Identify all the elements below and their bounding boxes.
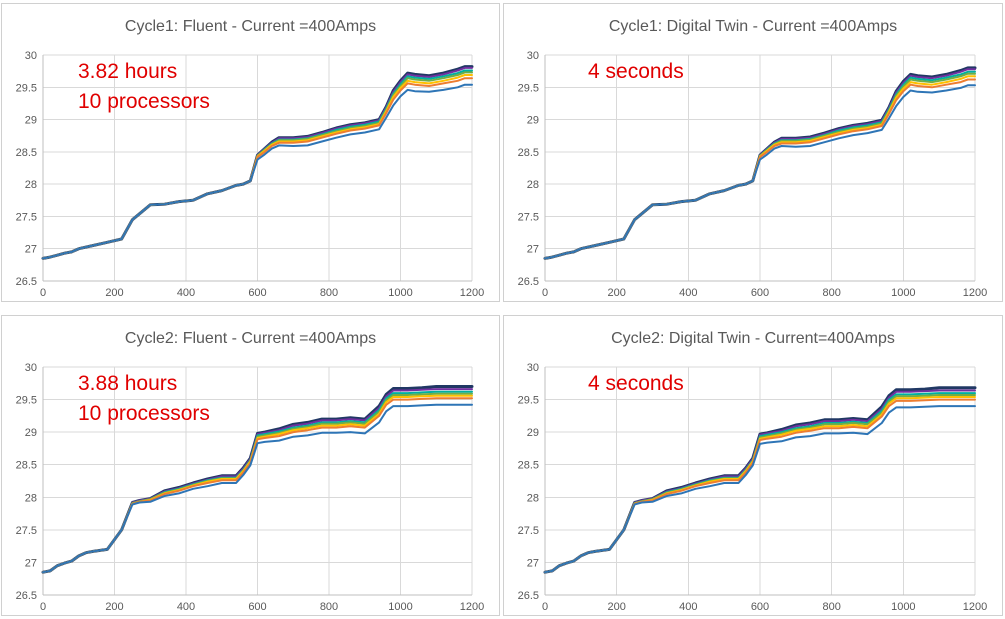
y-tick-label: 29 xyxy=(25,115,37,127)
y-tick-label: 28.5 xyxy=(16,147,37,159)
annotation-text: 3.88 hours xyxy=(78,372,177,395)
x-tick-label: 1200 xyxy=(963,601,987,613)
chart-svg: Cycle1: Digital Twin - Current =400Amps 2… xyxy=(518,18,988,299)
y-tick-label: 28 xyxy=(25,179,37,191)
chart-panel-cycle1-fluent: Cycle1: Fluent - Current =400Amps 26.5 27 2… xyxy=(1,3,500,302)
annotation-text: 4 seconds xyxy=(588,372,684,395)
x-tick-label: 0 xyxy=(542,601,548,613)
y-tick-label: 28.5 xyxy=(518,460,539,472)
y-tick-label: 29.5 xyxy=(16,82,37,94)
x-tick-label: 0 xyxy=(542,287,548,299)
x-tick-label: 600 xyxy=(248,287,266,299)
x-tick-label: 200 xyxy=(105,287,123,299)
x-tick-label: 1200 xyxy=(460,601,484,613)
x-tick-label: 1000 xyxy=(891,601,915,613)
y-tick-label: 28 xyxy=(527,179,539,191)
y-tick-label: 26.5 xyxy=(16,590,37,602)
y-tick-label: 27.5 xyxy=(16,211,37,223)
chart-panel-cycle2-fluent: Cycle2: Fluent - Current =400Amps 26.5 27 2… xyxy=(1,315,500,616)
y-tick-label: 27.5 xyxy=(518,211,539,223)
annotation-text: 4 seconds xyxy=(588,60,684,83)
x-tick-label: 200 xyxy=(607,601,625,613)
chart-title: Cycle2: Fluent - Current =400Amps xyxy=(125,330,376,347)
x-tick-label: 800 xyxy=(320,287,338,299)
y-tick-label: 28 xyxy=(25,492,37,504)
x-tick-label: 1200 xyxy=(963,287,987,299)
series-line-6 xyxy=(42,83,473,260)
series-line-6 xyxy=(544,405,976,574)
y-tick-label: 27.5 xyxy=(518,525,539,537)
y-tick-label: 27 xyxy=(25,244,37,256)
y-tick-label: 28 xyxy=(527,492,539,504)
chart-svg: Cycle2: Digital Twin - Current=400Amps 26… xyxy=(518,330,988,613)
y-tick-label: 29.5 xyxy=(518,395,539,407)
x-tick-label: 800 xyxy=(822,287,840,299)
y-tick-label: 27.5 xyxy=(16,525,37,537)
y-tick-label: 27 xyxy=(25,557,37,569)
x-tick-label: 1000 xyxy=(388,601,412,613)
x-tick-label: 200 xyxy=(607,287,625,299)
x-tick-label: 600 xyxy=(248,601,266,613)
x-tick-label: 600 xyxy=(751,287,769,299)
x-tick-label: 800 xyxy=(822,601,840,613)
chart-title: Cycle1: Digital Twin - Current =400Amps xyxy=(609,18,897,35)
chart-svg: Cycle2: Fluent - Current =400Amps 26.5 27 2… xyxy=(16,330,485,613)
x-tick-label: 1200 xyxy=(460,287,484,299)
y-tick-label: 28.5 xyxy=(16,460,37,472)
x-tick-label: 400 xyxy=(679,287,697,299)
x-tick-label: 0 xyxy=(40,601,46,613)
x-tick-label: 400 xyxy=(177,287,195,299)
annotation-text: 3.82 hours xyxy=(78,60,177,83)
x-tick-label: 400 xyxy=(679,601,697,613)
y-tick-label: 30 xyxy=(25,362,37,374)
y-tick-label: 30 xyxy=(25,50,37,62)
x-tick-label: 200 xyxy=(105,601,123,613)
y-tick-label: 29.5 xyxy=(16,395,37,407)
series-line-6 xyxy=(42,403,473,574)
x-tick-label: 0 xyxy=(40,287,46,299)
x-tick-label: 400 xyxy=(177,601,195,613)
annotation-text: 10 processors xyxy=(78,90,210,113)
chart-panel-cycle2-digital-twin: Cycle2: Digital Twin - Current=400Amps 26… xyxy=(503,315,1003,616)
y-tick-label: 29.5 xyxy=(518,82,539,94)
y-tick-label: 30 xyxy=(527,362,539,374)
y-tick-label: 26.5 xyxy=(16,276,37,288)
x-tick-label: 800 xyxy=(320,601,338,613)
y-tick-label: 28.5 xyxy=(518,147,539,159)
annotation-text: 10 processors xyxy=(78,402,210,425)
y-tick-label: 27 xyxy=(527,244,539,256)
chart-panel-cycle1-digital-twin: Cycle1: Digital Twin - Current =400Amps 2… xyxy=(503,3,1003,302)
y-tick-label: 29 xyxy=(25,427,37,439)
chart-svg: Cycle1: Fluent - Current =400Amps 26.5 27 2… xyxy=(16,18,485,299)
y-tick-label: 26.5 xyxy=(518,590,539,602)
x-tick-label: 600 xyxy=(751,601,769,613)
x-tick-label: 1000 xyxy=(388,287,412,299)
y-tick-label: 27 xyxy=(527,557,539,569)
x-tick-label: 1000 xyxy=(891,287,915,299)
series-line-6 xyxy=(544,84,976,260)
chart-title: Cycle1: Fluent - Current =400Amps xyxy=(125,18,376,35)
y-tick-label: 30 xyxy=(527,50,539,62)
y-tick-label: 29 xyxy=(527,427,539,439)
chart-title: Cycle2: Digital Twin - Current=400Amps xyxy=(611,330,895,347)
y-tick-label: 26.5 xyxy=(518,276,539,288)
y-tick-label: 29 xyxy=(527,115,539,127)
